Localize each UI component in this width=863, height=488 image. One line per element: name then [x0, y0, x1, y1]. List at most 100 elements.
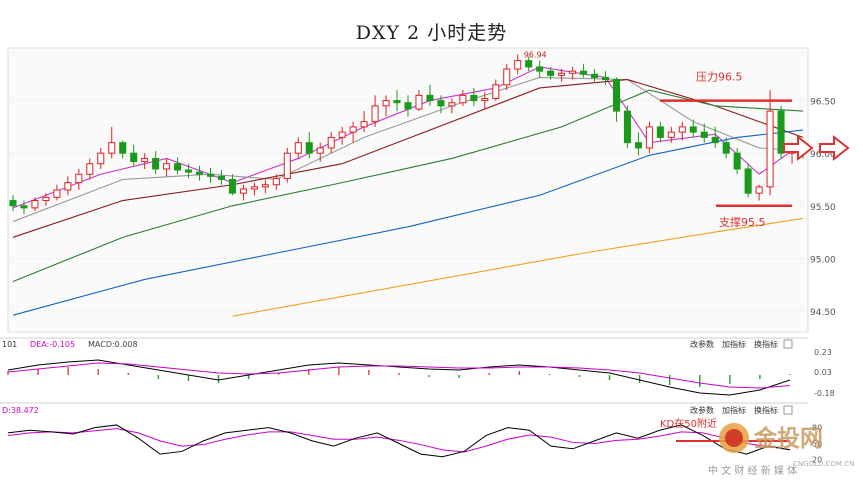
candle-body [371, 105, 379, 123]
candle-body [64, 182, 72, 191]
candle-body [580, 70, 588, 75]
arrow-right-icon [783, 134, 814, 162]
moving-average-line [12, 78, 804, 238]
resistance-label: 压力96.5 [696, 71, 743, 84]
candle-body [42, 196, 50, 202]
macd-tick-label: 0.23 [814, 348, 832, 357]
candle-body [196, 171, 204, 175]
arrow-right-icon [819, 134, 850, 162]
candle-body [119, 142, 127, 154]
moving-average-line [232, 217, 804, 317]
candle-body [492, 84, 500, 99]
candle-body [327, 136, 335, 149]
candle-body [283, 152, 291, 179]
candle-body [294, 142, 302, 154]
price-panel [7, 47, 809, 333]
macd-button-add: 加指标 [722, 339, 746, 349]
candle-body [601, 76, 610, 81]
candle-body [97, 152, 105, 165]
candle-body [261, 184, 269, 188]
candle-body [20, 205, 28, 209]
candle-body [700, 131, 708, 138]
candle-body [744, 168, 752, 194]
macd-value-label: MACD:0.008 [88, 340, 138, 349]
candle-body [547, 70, 555, 76]
macd-tick-label: 0.03 [814, 368, 832, 377]
candle-body [481, 97, 489, 102]
candle-body [206, 173, 215, 177]
kd-header: D:38.472 [2, 406, 39, 415]
candle-body [722, 142, 730, 154]
candle-body [733, 152, 741, 170]
candle-body [272, 177, 280, 186]
price-tick-label: 95.50 [810, 203, 836, 213]
candle-body [503, 68, 511, 86]
brand-tagline: 中 文 财 经 新 媒 体 [708, 464, 797, 477]
kd-k-line [7, 424, 791, 458]
candle-body [130, 152, 138, 163]
candle-body [250, 186, 258, 190]
candle-body [305, 142, 313, 154]
candle-body [711, 136, 719, 144]
candle-body [645, 126, 653, 149]
candle-body [415, 94, 423, 110]
candle-body [163, 163, 171, 170]
candle-body [360, 121, 368, 128]
candle-body [656, 126, 664, 138]
candle-body [623, 110, 631, 144]
price-tick-label: 94.50 [810, 308, 836, 318]
high-price-label: 96.94 [524, 50, 547, 59]
candle-body [228, 178, 236, 194]
candle-body [393, 100, 401, 104]
candle-body [678, 126, 686, 133]
candle-body [349, 126, 357, 133]
candle-body [316, 147, 324, 154]
candle-body [86, 163, 94, 175]
candle-body [174, 163, 182, 171]
candle-body [426, 94, 434, 102]
macd-button-switch: 换指标 [754, 339, 778, 349]
candle-body [569, 70, 577, 74]
price-tick-label: 95.00 [810, 255, 836, 265]
candle-body [404, 102, 412, 110]
candle-body [459, 94, 467, 104]
candle-body [689, 126, 697, 133]
kd-tick-label: 20 [812, 455, 822, 464]
candle-body [558, 72, 566, 76]
kd-annotation: KD在50附近 [660, 417, 717, 430]
price-tick-label: 96.00 [810, 150, 836, 160]
close-icon [783, 405, 793, 415]
candle-body [437, 100, 445, 107]
candle-body [108, 142, 116, 154]
candle-body [514, 60, 522, 70]
candle-body [9, 200, 17, 207]
kd-tick-label: 80 [812, 424, 822, 433]
candle-body [667, 131, 675, 138]
candle-body [53, 189, 61, 198]
candle-body [470, 94, 478, 102]
candle-body [338, 131, 346, 138]
macd-dea-line [7, 362, 791, 389]
macd-button-params: 改参数 [690, 339, 714, 349]
kd-button-add: 加指标 [722, 405, 746, 415]
candle-body [152, 157, 160, 170]
candle-body [755, 186, 763, 194]
candle-body [591, 73, 599, 78]
price-tick-label: 96.50 [810, 98, 836, 108]
macd-header: 101 [2, 340, 17, 349]
candle-body [448, 102, 456, 107]
macd-dea-label: DEA:-0.105 [30, 340, 75, 349]
brand-site: CNGOLD.COM.CN [793, 460, 854, 468]
candle-body [612, 79, 620, 112]
moving-average-line [12, 129, 804, 316]
candle-body [239, 188, 247, 194]
candle-body [141, 157, 149, 163]
candle-body [634, 142, 642, 149]
chart-title: DXY 2 小时走势 [355, 22, 508, 44]
candle-body [217, 175, 225, 180]
candle-body [777, 110, 785, 154]
kd-tick-label: 50 [812, 440, 822, 449]
candle-body [536, 66, 544, 72]
kd-button-params: 改参数 [690, 405, 714, 415]
candle-body [75, 173, 83, 184]
